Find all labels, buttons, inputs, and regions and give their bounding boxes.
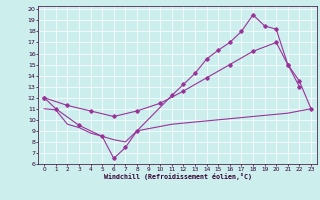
X-axis label: Windchill (Refroidissement éolien,°C): Windchill (Refroidissement éolien,°C)	[104, 173, 252, 180]
